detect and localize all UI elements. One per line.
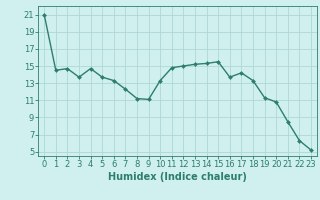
X-axis label: Humidex (Indice chaleur): Humidex (Indice chaleur) — [108, 172, 247, 182]
